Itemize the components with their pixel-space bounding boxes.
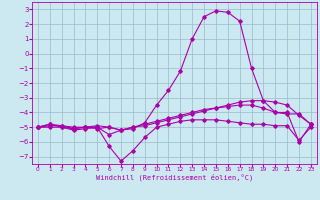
- X-axis label: Windchill (Refroidissement éolien,°C): Windchill (Refroidissement éolien,°C): [96, 174, 253, 181]
